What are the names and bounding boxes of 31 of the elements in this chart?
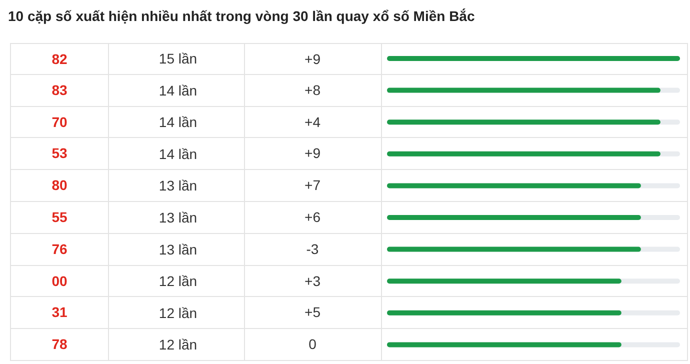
data-label: 12 lần xyxy=(158,336,198,353)
text: 10 cặp số xuất hiện nhiều nhất trong vòng 30 lần quay xổ số Miền Bắc xyxy=(8,8,475,24)
y-tick-label: 80 xyxy=(50,176,68,196)
data-label: 13 lần xyxy=(158,178,198,194)
data-label: 13 lần xyxy=(158,210,198,226)
y-tick-label: 55 xyxy=(50,208,68,227)
data-label: 14 lần xyxy=(158,82,198,98)
data-label: 12 lần xyxy=(158,304,198,321)
y-tick-label: 70 xyxy=(50,112,68,132)
text: +9 xyxy=(304,50,322,69)
data-label: 15 lần xyxy=(158,50,198,66)
y-tick-label: 31 xyxy=(50,303,68,322)
text: +7 xyxy=(304,176,322,196)
y-tick-label: 76 xyxy=(50,240,68,259)
text: +9 xyxy=(304,144,322,164)
y-tick-label: 83 xyxy=(50,80,68,100)
text: +3 xyxy=(304,272,322,291)
text: +4 xyxy=(304,112,322,132)
data-label: 14 lần xyxy=(158,146,198,162)
y-tick-label: 00 xyxy=(50,272,68,291)
y-tick-label: 78 xyxy=(50,335,68,354)
y-tick-label: 53 xyxy=(50,144,68,164)
text: 0 xyxy=(308,335,318,354)
text: +6 xyxy=(304,208,322,227)
y-tick-label: 82 xyxy=(50,50,68,69)
text: +8 xyxy=(304,80,322,100)
text: +5 xyxy=(304,303,322,322)
data-label: 12 lần xyxy=(158,273,198,290)
data-label: 13 lần xyxy=(158,241,198,258)
text: -3 xyxy=(305,240,320,259)
data-label: 14 lần xyxy=(158,114,198,130)
